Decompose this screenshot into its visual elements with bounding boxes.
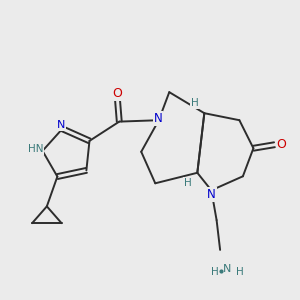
Text: H: H xyxy=(184,178,191,188)
Text: N: N xyxy=(207,188,216,201)
Text: O: O xyxy=(277,138,286,151)
Text: O: O xyxy=(112,87,122,100)
Text: N: N xyxy=(154,112,162,125)
Text: HN: HN xyxy=(28,144,43,154)
Text: H: H xyxy=(190,98,198,108)
Text: N: N xyxy=(56,120,65,130)
Text: N: N xyxy=(223,264,231,274)
Text: H: H xyxy=(211,267,219,277)
Text: H: H xyxy=(236,267,243,277)
